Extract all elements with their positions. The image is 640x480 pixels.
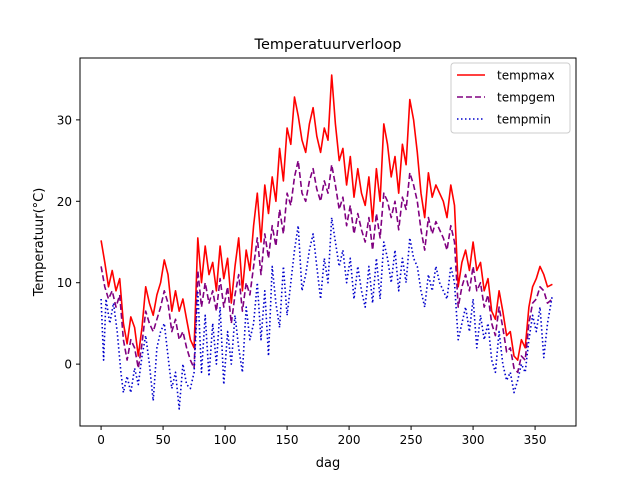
x-tick-label: 300 (462, 433, 485, 447)
legend: tempmax tempgem tempmin (450, 62, 571, 134)
y-axis-label: Temperatuur(°C) (32, 188, 47, 298)
chart-title: Temperatuurverloop (254, 37, 402, 53)
x-tick-label: 150 (276, 433, 299, 447)
y-tick-label: 10 (57, 276, 72, 290)
x-tick-label: 350 (524, 433, 547, 447)
series-line-tempmax (100, 74, 553, 361)
y-tick-label: 30 (57, 113, 72, 127)
legend-box (450, 62, 571, 134)
x-tick-label: 200 (338, 433, 361, 447)
legend-label-tempmax: tempmax (497, 69, 555, 83)
series-line-tempmin (100, 216, 554, 410)
y-tick-label: 0 (64, 358, 72, 372)
legend-label-tempgem: tempgem (497, 91, 555, 105)
legend-label-tempmin: tempmin (497, 113, 551, 127)
x-axis-label: dag (316, 456, 340, 471)
y-tick-label: 20 (57, 195, 72, 209)
x-tick-label: 50 (155, 433, 170, 447)
x-tick-label: 250 (400, 433, 423, 447)
plot-frame (79, 57, 577, 427)
x-tick-label: 100 (214, 433, 237, 447)
x-tick-label: 0 (97, 433, 105, 447)
series-line-tempgem (100, 159, 553, 374)
